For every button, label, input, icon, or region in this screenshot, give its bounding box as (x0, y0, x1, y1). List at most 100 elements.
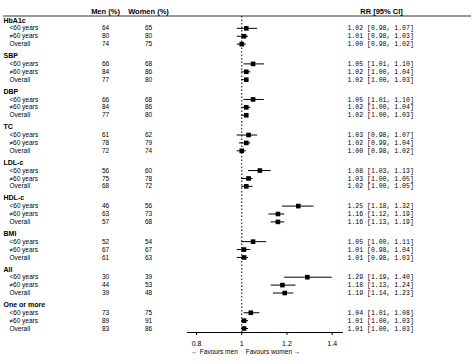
svg-text:≠60 years: ≠60 years (10, 210, 39, 218)
svg-text:1.01 [1.00, 1.03]: 1.01 [1.00, 1.03] (348, 318, 414, 325)
svg-text:44: 44 (102, 281, 110, 288)
svg-text:1.08 [1.03, 1.13]: 1.08 [1.03, 1.13] (348, 168, 414, 175)
svg-text:Women (%): Women (%) (128, 7, 169, 16)
svg-text:54: 54 (145, 238, 153, 245)
svg-text:1.02 [1.00, 1.03]: 1.02 [1.00, 1.03] (348, 112, 414, 119)
svg-text:67: 67 (145, 246, 153, 253)
svg-text:77: 77 (102, 76, 110, 83)
svg-text:64: 64 (102, 24, 110, 31)
svg-text:84: 84 (102, 103, 110, 110)
svg-text:67: 67 (102, 246, 110, 253)
svg-text:63: 63 (102, 210, 110, 217)
svg-text:HbA1c: HbA1c (4, 17, 26, 24)
svg-text:77: 77 (102, 111, 110, 118)
svg-text:60: 60 (145, 167, 153, 174)
svg-text:Overall: Overall (10, 76, 31, 83)
svg-text:1.16 [1.13, 1.19]: 1.16 [1.13, 1.19] (348, 219, 414, 226)
svg-text:<60 years: <60 years (10, 96, 39, 104)
svg-text:66: 66 (102, 60, 110, 67)
svg-text:73: 73 (102, 309, 110, 316)
svg-text:<60 years: <60 years (10, 202, 39, 210)
svg-text:65: 65 (145, 24, 153, 31)
svg-text:1.16 [1.12, 1.19]: 1.16 [1.12, 1.19] (348, 211, 414, 218)
svg-text:56: 56 (102, 167, 110, 174)
svg-text:46: 46 (102, 202, 110, 209)
svg-text:SBP: SBP (4, 52, 19, 59)
svg-text:56: 56 (145, 202, 153, 209)
svg-text:One or more: One or more (4, 301, 46, 308)
svg-text:1.02 [1.00, 1.05]: 1.02 [1.00, 1.05] (348, 183, 414, 190)
svg-text:1.29 [1.19, 1.40]: 1.29 [1.19, 1.40] (348, 274, 414, 281)
svg-text:<60 years: <60 years (10, 273, 39, 281)
svg-text:<60 years: <60 years (10, 238, 39, 246)
svg-text:86: 86 (145, 103, 153, 110)
svg-text:74: 74 (102, 40, 110, 47)
svg-text:62: 62 (145, 131, 153, 138)
svg-text:<60 years: <60 years (10, 309, 39, 317)
svg-text:78: 78 (102, 139, 110, 146)
svg-text:Men (%): Men (%) (91, 7, 120, 16)
svg-text:Overall: Overall (10, 40, 31, 47)
svg-text:30: 30 (102, 273, 110, 280)
svg-text:75: 75 (102, 175, 110, 182)
svg-text:53: 53 (145, 281, 153, 288)
svg-text:≠60 years: ≠60 years (10, 246, 39, 254)
svg-text:75: 75 (145, 40, 153, 47)
svg-text:All: All (4, 266, 13, 273)
svg-text:57: 57 (102, 218, 110, 225)
svg-text:HDL-c: HDL-c (4, 194, 25, 201)
svg-text:48: 48 (145, 289, 153, 296)
svg-text:Overall: Overall (10, 254, 31, 261)
svg-text:1.19 [1.14, 1.23]: 1.19 [1.14, 1.23] (348, 290, 414, 297)
svg-text:RR [95% CI]: RR [95% CI] (360, 7, 403, 16)
svg-text:89: 89 (102, 317, 110, 324)
svg-text:Overall: Overall (10, 289, 31, 296)
svg-text:63: 63 (145, 254, 153, 261)
svg-text:79: 79 (145, 139, 153, 146)
svg-text:66: 66 (102, 96, 110, 103)
svg-text:1.03 [1.00, 1.05]: 1.03 [1.00, 1.05] (348, 176, 414, 183)
svg-text:TC: TC (4, 123, 13, 130)
svg-text:61: 61 (102, 131, 110, 138)
svg-text:91: 91 (145, 317, 153, 324)
svg-text:1: 1 (240, 340, 244, 347)
svg-text:<60 years: <60 years (10, 131, 39, 139)
svg-text:1.04 [1.01, 1.08]: 1.04 [1.01, 1.08] (348, 310, 414, 317)
svg-text:1.25 [1.18, 1.32]: 1.25 [1.18, 1.32] (348, 203, 414, 210)
svg-text:80: 80 (102, 32, 110, 39)
svg-text:LDL-c: LDL-c (4, 159, 24, 166)
svg-text:74: 74 (145, 147, 153, 154)
svg-text:1.03 [0.98, 1.07]: 1.03 [0.98, 1.07] (348, 132, 414, 139)
svg-text:73: 73 (145, 210, 153, 217)
svg-text:1.02 [1.00, 1.04]: 1.02 [1.00, 1.04] (348, 104, 414, 111)
svg-text:≠60 years: ≠60 years (10, 103, 39, 111)
svg-text:1.00 [0.98, 1.02]: 1.00 [0.98, 1.02] (348, 148, 414, 155)
svg-text:1.05 [1.01, 1.10]: 1.05 [1.01, 1.10] (348, 61, 414, 68)
svg-text:≠60 years: ≠60 years (10, 32, 39, 40)
svg-text:52: 52 (102, 238, 110, 245)
svg-text:<60 years: <60 years (10, 60, 39, 68)
svg-text:68: 68 (102, 182, 110, 189)
svg-text:39: 39 (102, 289, 110, 296)
svg-text:78: 78 (145, 175, 153, 182)
svg-text:1.01 [0.98, 1.03]: 1.01 [0.98, 1.03] (348, 255, 414, 262)
svg-text:1.05 [1.00, 1.11]: 1.05 [1.00, 1.11] (348, 239, 414, 246)
svg-text:83: 83 (102, 325, 110, 332)
svg-text:80: 80 (145, 111, 153, 118)
svg-text:1.4: 1.4 (327, 340, 337, 347)
svg-text:<60 years: <60 years (10, 167, 39, 175)
svg-text:1.01 [1.00, 1.03]: 1.01 [1.00, 1.03] (348, 326, 414, 333)
svg-text:1.01 [0.98, 1.03]: 1.01 [0.98, 1.03] (348, 33, 414, 40)
svg-text:39: 39 (145, 273, 153, 280)
svg-text:72: 72 (145, 182, 153, 189)
svg-text:Overall: Overall (10, 218, 31, 225)
svg-text:80: 80 (145, 32, 153, 39)
svg-text:1.05 [1.01, 1.10]: 1.05 [1.01, 1.10] (348, 97, 414, 104)
svg-text:Favours women →: Favours women → (246, 348, 301, 355)
svg-text:Overall: Overall (10, 325, 31, 332)
svg-text:BMI: BMI (4, 230, 17, 237)
svg-text:0.8: 0.8 (192, 340, 202, 347)
svg-text:1.01 [0.98, 1.04]: 1.01 [0.98, 1.04] (348, 247, 414, 254)
svg-text:≠60 years: ≠60 years (10, 175, 39, 183)
svg-text:75: 75 (145, 309, 153, 316)
